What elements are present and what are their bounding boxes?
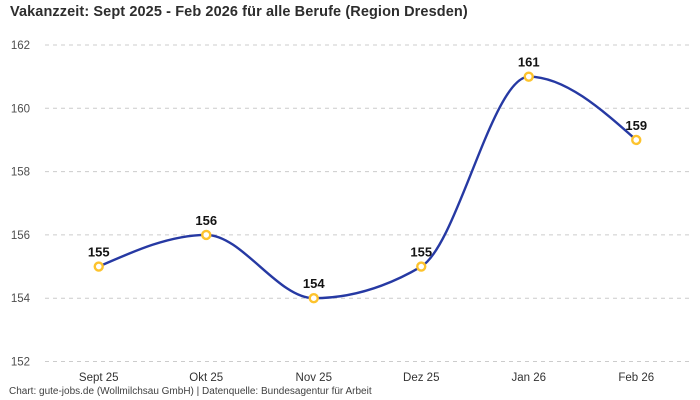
data-point-label: 159 (625, 118, 647, 133)
chart-title: Vakanzzeit: Sept 2025 - Feb 2026 für all… (10, 4, 468, 20)
x-tick-label: Nov 25 (296, 372, 332, 384)
data-point-label: 156 (195, 213, 217, 228)
y-tick-label: 162 (11, 40, 30, 52)
data-point-marker (416, 261, 427, 272)
chart-footer: Chart: gute-jobs.de (Wollmilchsau GmbH) … (9, 386, 372, 397)
y-tick-label: 156 (11, 230, 30, 242)
y-tick-label: 160 (11, 103, 30, 115)
data-point-label: 154 (303, 276, 325, 291)
data-point-marker (631, 134, 642, 146)
data-point-label: 155 (410, 245, 432, 260)
y-tick-label: 158 (11, 167, 30, 179)
x-tick-label: Okt 25 (189, 372, 223, 384)
x-tick-label: Dez 25 (403, 372, 439, 384)
data-point-marker (308, 293, 319, 304)
data-point-marker (201, 229, 212, 241)
data-point-label: 155 (88, 245, 110, 260)
x-tick-label: Feb 26 (618, 372, 654, 384)
data-point-marker (523, 71, 534, 82)
y-tick-label: 154 (11, 293, 31, 305)
y-tick-label: 152 (11, 357, 30, 369)
x-tick-label: Jan 26 (511, 372, 546, 384)
data-point-label: 161 (518, 55, 540, 70)
data-point-marker (93, 261, 104, 272)
trend-line (97, 75, 638, 300)
x-tick-label: Sept 25 (79, 372, 119, 384)
